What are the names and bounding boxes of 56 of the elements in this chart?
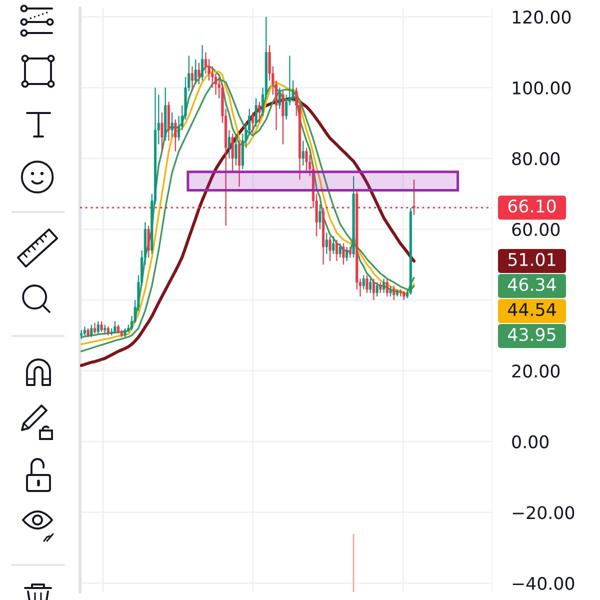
candlestick (258, 101, 261, 124)
candlestick (376, 282, 378, 298)
candlestick (305, 147, 308, 174)
candlestick (338, 242, 342, 258)
candlestick (389, 285, 392, 298)
candlestick (332, 236, 335, 255)
candlestick (170, 112, 174, 138)
candlestick (160, 112, 164, 152)
candlestick (96, 320, 100, 334)
candlestick (238, 140, 241, 188)
candlestick (228, 130, 230, 159)
candlestick (194, 58, 197, 85)
candlestick (174, 118, 177, 152)
candlestick (318, 204, 322, 230)
candlestick (325, 232, 328, 255)
candlestick (346, 246, 348, 262)
candlestick (302, 140, 304, 166)
candlestick (254, 98, 258, 128)
candlestick (362, 274, 365, 290)
candlestick (342, 242, 345, 266)
y-tick-label: 120.00 (512, 10, 571, 24)
candlestick (278, 87, 281, 110)
y-tick-label: 20.00 (512, 364, 560, 378)
candlestick (201, 44, 204, 82)
text: 51.01 (508, 252, 556, 266)
candlestick (147, 225, 150, 258)
y-tick-label: 0.00 (512, 435, 549, 448)
text: 46.34 (508, 278, 556, 292)
candlestick (386, 278, 388, 298)
candlestick (100, 320, 103, 332)
candlestick (348, 246, 352, 258)
y-tick-label: 60.00 (512, 222, 560, 236)
y-tick-label: −40.00 (512, 576, 574, 590)
candlestick (231, 133, 234, 174)
text: 43.95 (508, 328, 556, 342)
candlestick (366, 274, 368, 294)
candlestick (392, 285, 396, 301)
candlestick (382, 278, 386, 294)
candlestick (234, 136, 238, 166)
candlestick (94, 322, 96, 334)
candlestick (114, 320, 116, 334)
text: 44.54 (508, 303, 556, 316)
candlestick (251, 112, 254, 134)
candlestick (372, 278, 375, 301)
candlestick (198, 62, 200, 85)
y-tick-label: 80.00 (512, 152, 560, 166)
y-tick-label: 100.00 (512, 81, 571, 94)
candlestick (190, 66, 194, 92)
y-tick-label: −20.00 (512, 506, 574, 520)
candlestick (335, 239, 338, 262)
ref-line-label: 66.10 (508, 200, 556, 213)
candlestick (379, 282, 382, 294)
candlestick (369, 278, 372, 294)
candlestick (328, 236, 332, 262)
candlestick (90, 324, 93, 338)
candlestick (282, 90, 284, 145)
